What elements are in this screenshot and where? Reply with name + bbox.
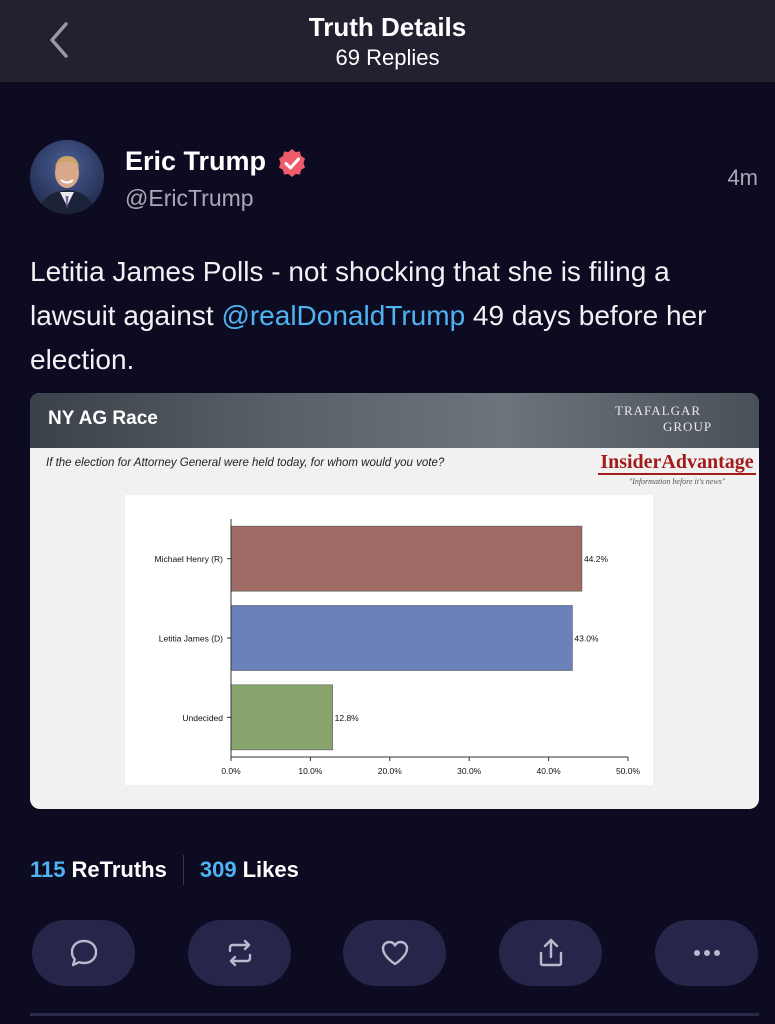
value-label: 44.2% [584, 554, 609, 564]
page-title: Truth Details [308, 12, 467, 42]
likes-label[interactable]: Likes [242, 857, 299, 882]
media-banner-title: NY AG Race [48, 408, 158, 429]
mention-link[interactable]: @realDonaldTrump [221, 300, 466, 331]
chart-bar [230, 525, 583, 592]
retruth-icon [228, 939, 252, 967]
value-label: 43.0% [574, 634, 599, 644]
avatar-image [30, 140, 104, 214]
reply-icon [70, 939, 98, 967]
poll-question: If the election for Attorney General wer… [46, 457, 445, 469]
more-icon [694, 950, 720, 956]
x-tick-label: 30.0% [457, 766, 482, 776]
value-label: 12.8% [335, 713, 360, 723]
more-button[interactable] [655, 920, 758, 986]
top-bar: Truth Details 69 Replies [0, 0, 775, 82]
chart-panel: Michael Henry (R) 44.2% Letitia James (D) 4… [125, 495, 653, 785]
back-button[interactable] [40, 18, 80, 62]
poll-bar-chart: Michael Henry (R) 44.2% Letitia James (D) 4… [155, 519, 641, 776]
verified-badge-icon [279, 149, 305, 177]
trafalgar-group-logo: TRAFALGAR GROUP [615, 401, 735, 443]
post-text-part: Letitia James Polls - not shocking that … [30, 256, 670, 331]
category-label: Undecided [182, 713, 223, 723]
x-tick-label: 50.0% [616, 766, 641, 776]
replies-count[interactable]: 69 Replies [335, 45, 440, 70]
trafalgar-logo-line2: GROUP [663, 419, 713, 434]
media-banner: NY AG Race TRAFALGAR GROUP [30, 393, 759, 448]
insider-advantage-logo: InsiderAdvantage "Information before it'… [597, 451, 757, 487]
chart-bar [230, 605, 573, 671]
share-button[interactable] [499, 920, 602, 986]
retruths-label[interactable]: ReTruths [71, 857, 167, 882]
share-icon [539, 938, 563, 967]
category-label: Letitia James (D) [159, 634, 223, 644]
author-handle[interactable]: @EricTrump [125, 185, 254, 211]
bottom-divider [30, 1013, 759, 1016]
reply-button[interactable] [32, 920, 135, 986]
like-button[interactable] [343, 920, 446, 986]
chart-bar [230, 684, 333, 751]
x-tick-label: 20.0% [378, 766, 403, 776]
trafalgar-logo-line1: TRAFALGAR [615, 403, 702, 418]
category-label: Michael Henry (R) [155, 554, 224, 564]
avatar[interactable] [30, 140, 104, 214]
insider-advantage-brand: InsiderAdvantage [598, 451, 756, 475]
chevron-left-icon [50, 22, 68, 58]
post-media-image[interactable]: NY AG Race TRAFALGAR GROUP If the electi… [30, 393, 759, 809]
retruth-button[interactable] [188, 920, 291, 986]
x-tick-label: 10.0% [298, 766, 323, 776]
x-tick-label: 0.0% [221, 766, 241, 776]
heart-icon [381, 940, 409, 966]
post-text-part: 49 days before her election. [30, 300, 707, 375]
likes-count[interactable]: 309 [199, 857, 237, 882]
engagement-stats: 115 ReTruths 309 Likes [30, 855, 299, 885]
x-tick-label: 40.0% [537, 766, 562, 776]
post-timestamp: 4m [727, 165, 758, 190]
insider-advantage-tagline: "Information before it's news" [628, 477, 726, 486]
retruths-count[interactable]: 115 [30, 857, 66, 882]
post-body: Letitia James Polls - not shocking that … [30, 250, 745, 382]
author-name[interactable]: Eric Trump [125, 146, 267, 176]
stats-divider [182, 855, 184, 885]
